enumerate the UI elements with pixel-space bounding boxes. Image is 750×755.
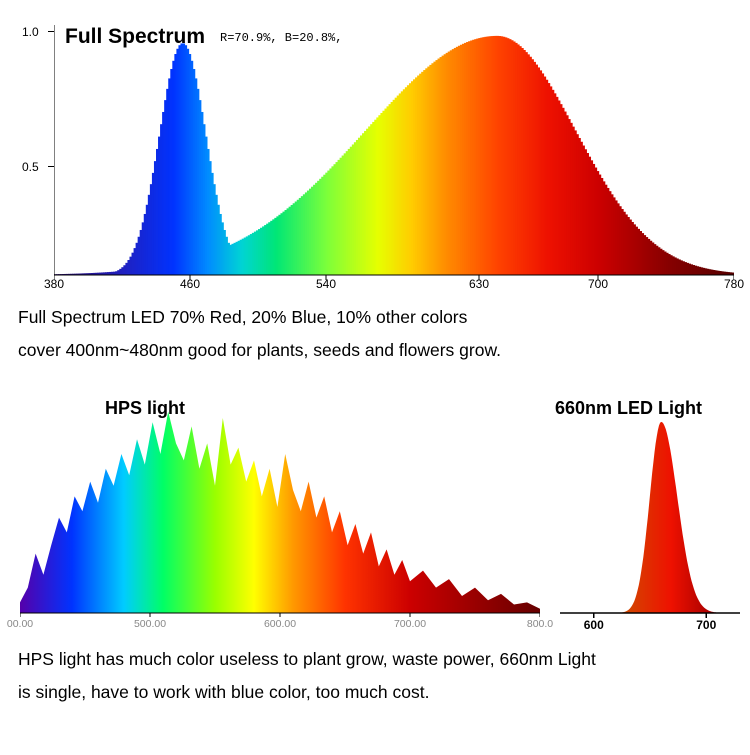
- y-tick-label: 0.5: [22, 160, 39, 174]
- caption-full-spectrum: Full Spectrum LED 70% Red, 20% Blue, 10%…: [18, 301, 750, 368]
- hps-label: HPS light: [105, 398, 185, 419]
- comparison-row: HPS light 660nm LED Light 00.00 500.00 600…: [0, 383, 750, 643]
- hps-svg: [20, 393, 540, 633]
- chart-title: Full Spectrum: [65, 25, 205, 49]
- caption-line: cover 400nm~480nm good for plants, seeds…: [18, 340, 501, 360]
- x-tick-label: 700.00: [394, 618, 426, 630]
- x-tick-label: 700: [696, 618, 716, 632]
- x-tick-label: 600: [584, 618, 604, 632]
- x-tick-label: 630: [469, 277, 489, 291]
- full-spectrum-chart: Full Spectrum R=70.9%, B=20.8%, 1.0 0.5 …: [10, 5, 740, 295]
- led-label: 660nm LED Light: [555, 398, 702, 419]
- caption-line: Full Spectrum LED 70% Red, 20% Blue, 10%…: [18, 307, 467, 327]
- x-tick-label: 00.00: [7, 618, 33, 630]
- caption-line: HPS light has much color useless to plan…: [18, 649, 596, 669]
- x-tick-label: 700: [588, 277, 608, 291]
- x-tick-label: 540: [316, 277, 336, 291]
- x-tick-label: 460: [180, 277, 200, 291]
- caption-hps: HPS light has much color useless to plan…: [18, 643, 750, 710]
- spectrum-svg: [54, 25, 734, 295]
- x-tick-label: 800.0: [527, 618, 553, 630]
- caption-line: is single, have to work with blue color,…: [18, 682, 429, 702]
- x-tick-label: 780: [724, 277, 744, 291]
- x-tick-label: 500.00: [134, 618, 166, 630]
- led-svg: [560, 393, 740, 633]
- x-tick-label: 380: [44, 277, 64, 291]
- chart-subtitle: R=70.9%, B=20.8%,: [220, 31, 342, 45]
- y-tick-label: 1.0: [22, 25, 39, 39]
- x-tick-label: 600.00: [264, 618, 296, 630]
